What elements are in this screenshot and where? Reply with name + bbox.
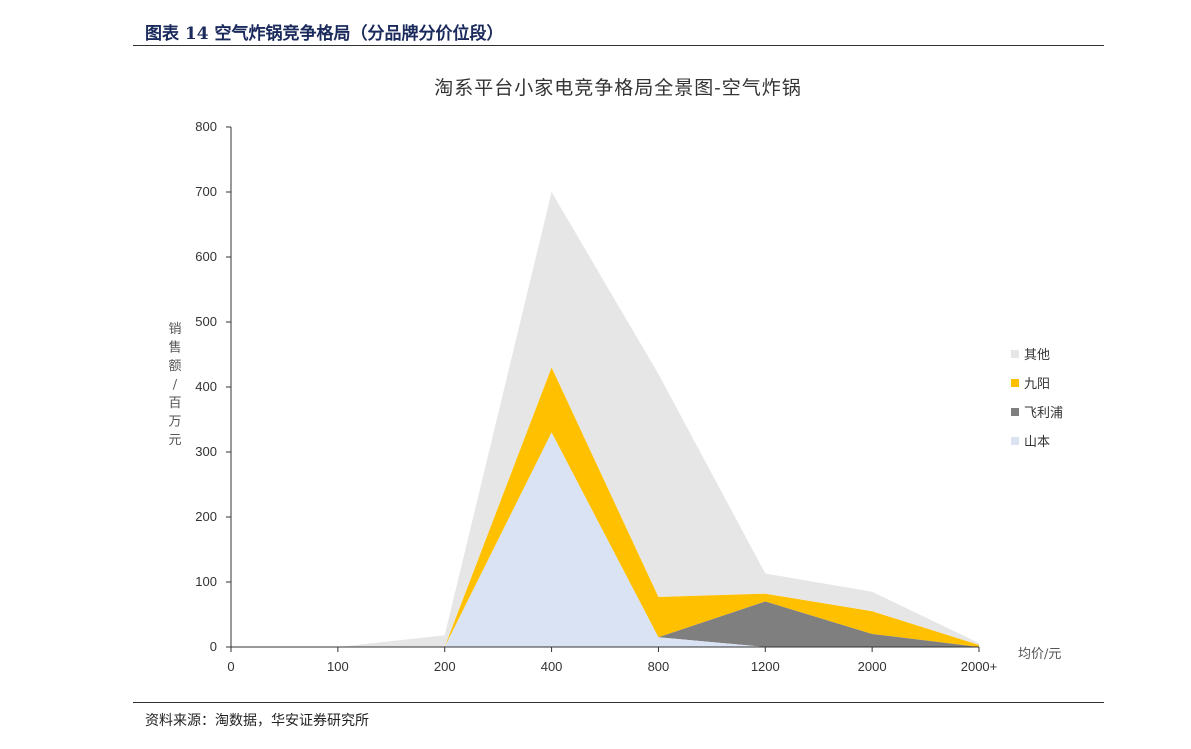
x-tick-label: 0 — [227, 659, 234, 674]
y-tick-label: 700 — [195, 184, 217, 199]
area-series-2 — [231, 367, 979, 647]
x-tick-label: 2000+ — [961, 659, 998, 674]
x-tick-label: 800 — [648, 659, 670, 674]
top-rule — [133, 45, 1104, 46]
y-tick-label: 800 — [195, 119, 217, 134]
x-tick-label: 1200 — [751, 659, 780, 674]
area-series-3 — [231, 192, 979, 647]
y-tick-label: 300 — [195, 444, 217, 459]
y-tick-label: 0 — [210, 639, 217, 654]
figure-title: 图表 14 空气炸锅竞争格局（分品牌分价位段） — [145, 24, 504, 44]
legend-swatch — [1011, 379, 1019, 387]
x-axis-label: 均价/元 — [1018, 647, 1061, 662]
legend-label: 其他 — [1024, 348, 1050, 363]
x-tick-label: 400 — [541, 659, 563, 674]
area-series-0 — [231, 432, 979, 647]
legend-label: 九阳 — [1024, 377, 1050, 392]
bottom-rule — [133, 702, 1104, 703]
legend-label: 飞利浦 — [1024, 406, 1063, 421]
x-tick-label: 200 — [434, 659, 456, 674]
area-layers — [231, 192, 979, 647]
x-tick-label: 100 — [327, 659, 349, 674]
y-axis-label-char: 万 — [168, 415, 181, 430]
y-axis-label-char: 百 — [168, 396, 181, 411]
legend-swatch — [1011, 408, 1019, 416]
y-axis-label-char: 元 — [168, 433, 181, 448]
source-note: 资料来源：淘数据，华安证券研究所 — [145, 713, 369, 729]
y-tick-label: 100 — [195, 574, 217, 589]
legend-label: 山本 — [1024, 435, 1050, 450]
chart-title: 淘系平台小家电竞争格局全景图-空气炸锅 — [434, 77, 801, 99]
y-tick-label: 200 — [195, 509, 217, 524]
legend-swatch — [1011, 350, 1019, 358]
y-axis-label-char: 额 — [168, 359, 181, 374]
y-axis-label: 销售额 / 百万元 — [168, 322, 181, 448]
legend-swatch — [1011, 437, 1019, 445]
y-axis-label-char: 售 — [168, 340, 181, 356]
y-axis-label-char: / — [173, 378, 178, 393]
y-tick-label: 500 — [195, 314, 217, 329]
x-tick-label: 2000 — [858, 659, 887, 674]
y-axis-label-char: 销 — [168, 322, 181, 337]
y-tick-label: 600 — [195, 249, 217, 264]
y-tick-label: 400 — [195, 379, 217, 394]
axes: 0 100 200 300 400 500 600 700 800 0 100 200 400 800 12… — [195, 119, 997, 674]
